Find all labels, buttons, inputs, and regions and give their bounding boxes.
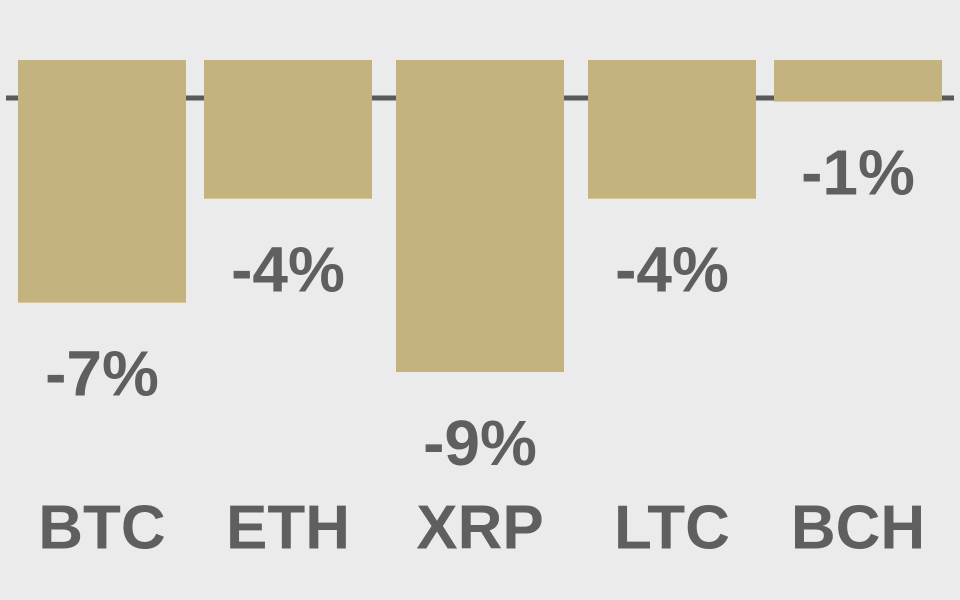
x-tick-label: LTC	[614, 493, 730, 562]
bar	[18, 60, 186, 303]
value-label: -7%	[45, 338, 159, 410]
value-label: -4%	[231, 234, 345, 306]
x-tick-label: BTC	[38, 493, 165, 562]
bar	[774, 60, 942, 102]
bar	[396, 60, 564, 372]
bar	[588, 60, 756, 199]
bar	[204, 60, 372, 199]
x-tick-label: ETH	[226, 493, 350, 562]
value-label: -4%	[615, 234, 729, 306]
value-label: -9%	[423, 407, 537, 479]
value-label: -1%	[801, 137, 915, 209]
x-tick-label: BCH	[791, 493, 925, 562]
x-tick-label: XRP	[416, 493, 543, 562]
